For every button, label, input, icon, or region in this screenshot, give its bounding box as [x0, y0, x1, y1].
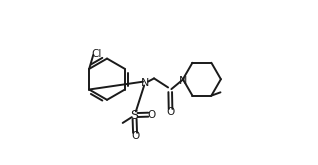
- Text: N: N: [141, 78, 149, 87]
- Text: O: O: [148, 110, 156, 120]
- Text: O: O: [131, 131, 139, 141]
- Text: O: O: [166, 107, 175, 117]
- Text: S: S: [130, 109, 138, 122]
- Text: N: N: [179, 76, 187, 86]
- Text: Cl: Cl: [92, 49, 102, 59]
